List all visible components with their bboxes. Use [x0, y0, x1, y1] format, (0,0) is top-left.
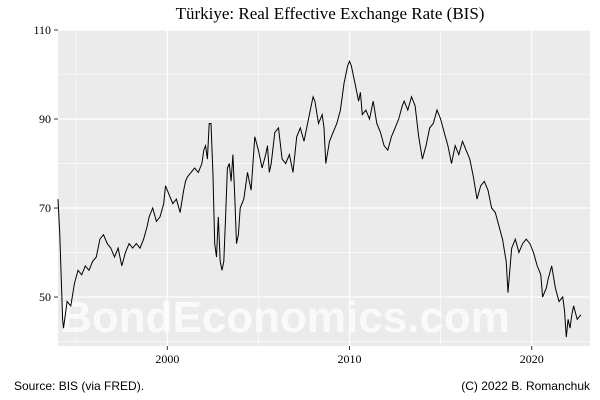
minor-grid [58, 30, 590, 346]
y-axis: 50 70 90 110 [33, 23, 58, 304]
major-grid [58, 29, 590, 346]
source-note: Source: BIS (via FRED). [14, 379, 144, 393]
x-axis: 2000 2010 2020 [155, 346, 544, 366]
y-tick-label: 90 [39, 112, 51, 126]
watermark: BondEconomics.com [60, 293, 510, 342]
credit-note: (C) 2022 B. Romanchuk [461, 379, 591, 393]
plot-panel [58, 30, 590, 346]
x-tick-label: 2020 [520, 352, 544, 366]
y-tick-label: 110 [33, 23, 51, 37]
chart-title: Türkiye: Real Effective Exchange Rate (B… [176, 4, 485, 23]
y-tick-label: 50 [39, 290, 51, 304]
series-line [57, 59, 582, 338]
x-tick-label: 2010 [338, 352, 362, 366]
x-tick-label: 2000 [155, 352, 179, 366]
y-tick-label: 70 [39, 201, 51, 215]
